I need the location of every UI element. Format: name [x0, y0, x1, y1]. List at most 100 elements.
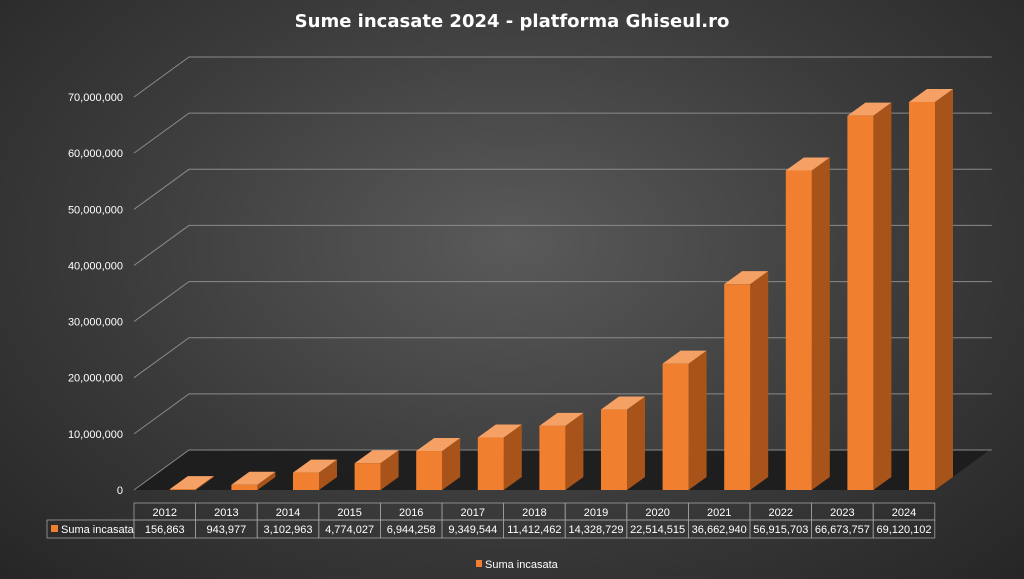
legend: Suma incasata: [476, 559, 559, 571]
bar-2023: [847, 102, 892, 491]
y-tick-label: 50,000,000: [68, 204, 123, 216]
data-label: 22,514,515: [630, 524, 685, 536]
x-tick-label: 2021: [707, 507, 731, 519]
bar-top: [477, 424, 522, 438]
bar-top: [601, 396, 645, 410]
data-label: 6,944,258: [387, 524, 436, 536]
bar-front: [354, 463, 381, 490]
chart-title: Sume incasate 2024 - platforma Ghiseul.r…: [295, 11, 730, 32]
gridline: [133, 168, 992, 210]
x-tick-label: 2023: [830, 507, 854, 519]
gridline: [133, 224, 992, 266]
bar-front: [477, 437, 504, 490]
x-tick-label: 2024: [892, 507, 916, 519]
x-tick-label: 2022: [769, 507, 793, 519]
x-tick-label: 2013: [214, 507, 238, 519]
y-tick-label: 20,000,000: [68, 373, 123, 385]
bar-2013: [231, 471, 276, 490]
bar-front: [847, 115, 874, 491]
bar-front: [169, 489, 196, 490]
gridline: [133, 112, 992, 154]
table-series-name: Suma incasata: [61, 524, 135, 536]
bar-side: [195, 476, 214, 490]
bar-front: [785, 170, 812, 490]
bar-2024: [909, 88, 953, 490]
data-label: 11,412,462: [507, 524, 561, 536]
bar-side: [627, 396, 645, 490]
bar-series: [169, 88, 953, 491]
x-tick-label: 2019: [584, 507, 608, 519]
bar-top: [724, 271, 769, 285]
y-axis: 0 10,000,000 20,000,000 30,000,000 40,000,00…: [68, 92, 123, 497]
bar-top: [169, 476, 214, 490]
bar-2017: [477, 424, 522, 490]
bar-top: [231, 471, 276, 485]
y-tick-label: 0: [117, 485, 123, 497]
data-label: 943,977: [207, 524, 247, 536]
bar-2020: [662, 350, 707, 490]
x-tick-label: 2015: [337, 507, 361, 519]
bar-2012: [169, 476, 214, 490]
bar-front: [601, 409, 627, 490]
bar-front: [416, 451, 443, 490]
bar-top: [909, 88, 953, 102]
bar-2021: [724, 271, 769, 490]
bar-top: [847, 102, 892, 116]
table-series-swatch: [51, 525, 58, 532]
bar-side: [688, 350, 707, 490]
x-tick-label: 2012: [153, 507, 177, 519]
x-tick-label: 2017: [461, 507, 485, 519]
bar-side: [442, 438, 461, 490]
bar-2018: [539, 412, 584, 490]
bar-side: [257, 471, 276, 490]
data-label: 3,102,963: [264, 524, 313, 536]
bar-side: [873, 102, 892, 491]
data-label: 4,774,027: [325, 524, 374, 536]
bar-front: [662, 363, 689, 490]
y-tick-label: 40,000,000: [68, 260, 123, 272]
x-tick-label: 2018: [522, 507, 546, 519]
bar-front: [231, 484, 258, 490]
data-table: 2012 156,863 2013 943,977 2014 3,102,963 2015 4…: [46, 502, 936, 539]
table-row-label-cell: [46, 519, 135, 539]
bar-top: [662, 350, 707, 364]
bar-top: [354, 450, 399, 464]
bar-top: [539, 412, 584, 426]
y-tick-label: 10,000,000: [68, 429, 123, 441]
bar-top: [416, 438, 461, 452]
bar-side: [380, 450, 399, 490]
data-label: 69,120,102: [876, 524, 931, 536]
bar-side: [811, 157, 830, 490]
bar-front: [724, 284, 751, 490]
data-label: 14,328,729: [568, 524, 623, 536]
x-tick-label: 2020: [645, 507, 669, 519]
bar-2014: [293, 459, 337, 490]
data-label: 66,673,757: [815, 524, 870, 536]
y-tick-label: 70,000,000: [68, 92, 123, 104]
y-tick-label: 30,000,000: [68, 317, 123, 329]
data-label: 56,915,703: [753, 524, 808, 536]
bar-front: [539, 425, 566, 490]
gridline: [133, 56, 992, 98]
bar-2019: [601, 396, 645, 490]
bar-2015: [354, 450, 399, 490]
bar-side: [503, 424, 522, 490]
bar-2022: [785, 157, 830, 490]
legend-swatch: [476, 560, 482, 567]
gridline: [133, 281, 992, 322]
x-tick-label: 2014: [276, 507, 300, 519]
table-value-cell: [872, 519, 936, 539]
bar-front: [909, 101, 935, 490]
data-label: 156,863: [145, 524, 185, 536]
bar-side: [935, 88, 953, 490]
bar-2016: [416, 438, 461, 490]
data-label: 36,662,940: [692, 524, 747, 536]
bar-side: [750, 271, 769, 490]
bar-side: [565, 412, 584, 490]
bar-front: [293, 472, 319, 490]
bar-top: [785, 157, 830, 171]
bar-top: [293, 459, 337, 473]
legend-label: Suma incasata: [485, 559, 559, 571]
bar-side: [319, 459, 337, 490]
